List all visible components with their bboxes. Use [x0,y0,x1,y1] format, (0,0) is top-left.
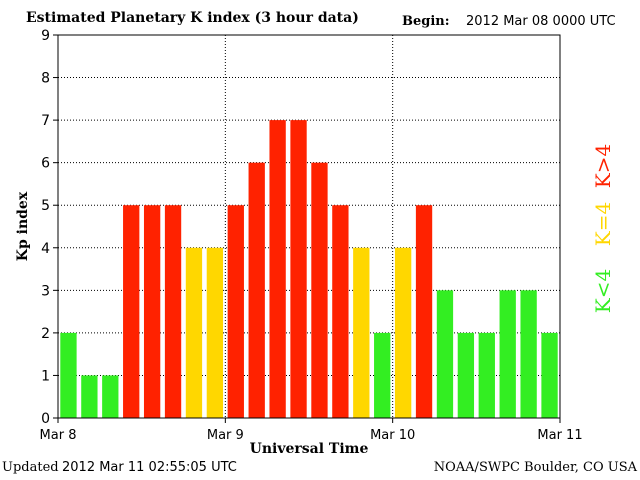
kp-bar [60,332,77,418]
x-tick-label: Mar 11 [537,428,582,443]
grid-lines [58,35,560,418]
kp-bar [478,332,495,418]
y-tick-label: 1 [41,368,50,384]
kp-bar [520,290,537,418]
kp-bar [185,247,203,418]
y-tick-label: 8 [41,71,50,87]
kp-bar [227,205,244,418]
x-tick-label: Mar 10 [370,428,415,443]
kp-bar [143,205,161,418]
kp-bar [81,375,98,418]
begin-value: 2012 Mar 08 0000 UTC [466,14,616,29]
plot-frame [57,34,561,419]
x-axis-label: Universal Time [250,441,369,457]
kp-bar [311,162,328,418]
kp-bar [248,162,265,418]
kp-bar [541,332,558,418]
y-tick-label: 6 [41,156,50,172]
kp-bar [206,247,224,418]
y-tick-label: 2 [41,326,50,342]
y-tick-label: 5 [41,198,50,214]
kp-bar [290,120,307,418]
y-tick-label: 0 [41,411,50,427]
legend: K>4 K=4 K<4 [591,144,615,313]
kp-bar [394,247,412,418]
kp-bar [269,120,286,418]
kp-bar [436,290,454,418]
kp-bar [499,290,516,418]
x-tick-label: Mar 8 [40,428,77,443]
y-tick-label: 7 [41,113,50,129]
kp-bar [353,247,370,418]
y-tick-label: 3 [41,283,50,299]
chart-title: Estimated Planetary K index (3 hour data… [26,10,359,26]
kp-bar [332,205,349,418]
y-tick-label: 9 [41,28,50,44]
legend-item: K<4 [591,269,615,313]
kp-bar [102,375,119,418]
kp-bar [457,332,475,418]
updated-timestamp: 2012 Mar 11 02:55:05 UTC [62,460,237,475]
credit-text: NOAA/SWPC Boulder, CO USA [433,460,637,475]
kp-bar [374,332,391,418]
kp-bar [415,205,433,418]
updated-label: Updated [2,460,59,475]
kp-bar [164,205,182,418]
legend-item: K>4 [591,144,615,188]
legend-item: K=4 [591,202,615,246]
x-tick-label: Mar 9 [207,428,244,443]
begin-label: Begin: [402,14,450,29]
y-axis-label: Kp index [15,191,31,261]
bars [60,120,558,418]
axis-ticks: 0 1 2 3 4 5 6 7 8 9 Mar 8 Mar 9 Mar 10 Mar 11 [40,28,583,443]
kp-bar [123,205,140,418]
y-tick-label: 4 [41,241,50,257]
